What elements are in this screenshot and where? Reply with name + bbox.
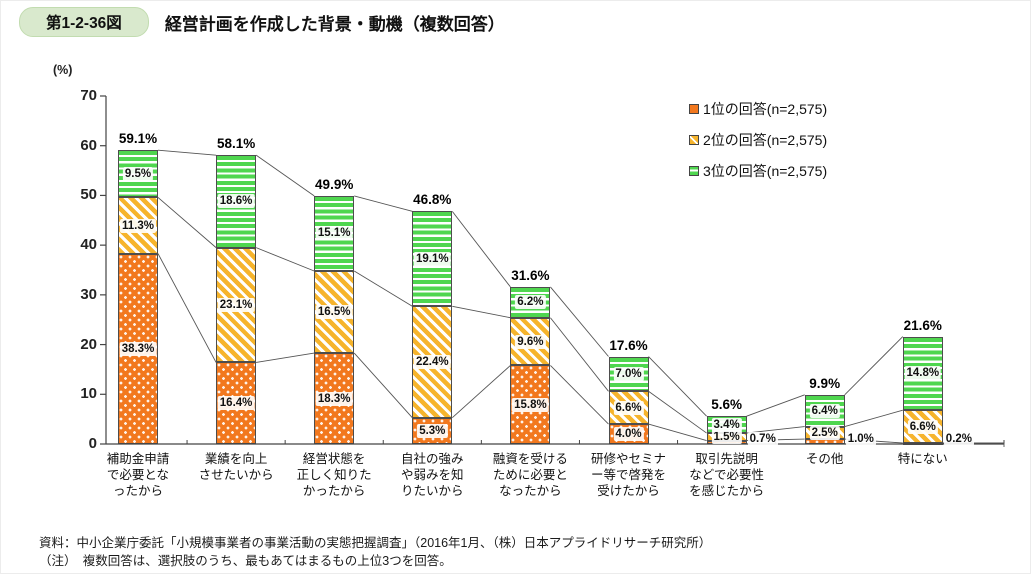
legend-label-rank2: 2位の回答(n=2,575) bbox=[703, 131, 828, 148]
y-tick-label: 50 bbox=[80, 186, 97, 204]
figure-number-badge: 第1-2-36図 bbox=[19, 7, 149, 37]
legend-swatch-rank2-icon bbox=[689, 134, 699, 145]
segment-value-label: 16.4% bbox=[217, 396, 255, 411]
bar-total-label: 59.1% bbox=[118, 131, 158, 147]
category-label-line: その他 bbox=[805, 452, 844, 466]
header: 第1-2-36図 経営計画を作成した背景・動機（複数回答） bbox=[19, 7, 505, 37]
legend-label-rank3: 3位の回答(n=2,575) bbox=[703, 162, 828, 179]
legend-label-rank1: 1位の回答(n=2,575) bbox=[703, 100, 828, 117]
segment-value-label: 6.2% bbox=[515, 295, 546, 310]
y-tick-label: 60 bbox=[80, 136, 97, 154]
source-note: 資料：中小企業庁委託「小規模事業者の事業活動の実態把握調査」（2016年1月、（… bbox=[39, 536, 712, 550]
segment-value-label: 6.4% bbox=[809, 403, 840, 418]
category-label: 研修やセミナ ー等で啓発を 受けたから bbox=[573, 451, 685, 499]
segment-value-label: 22.4% bbox=[413, 354, 451, 369]
bar-total-label: 49.9% bbox=[315, 176, 354, 192]
category-label-line: 融資を受ける bbox=[492, 452, 568, 466]
bar-total-label: 58.1% bbox=[216, 136, 256, 152]
segment-value-label: 6.6% bbox=[907, 419, 938, 434]
category-label-line: を感じたから bbox=[689, 484, 765, 498]
segment-value-label: 1.5% bbox=[711, 429, 742, 444]
category-label: 特にない bbox=[867, 451, 979, 467]
category-label-line: ったから bbox=[112, 484, 163, 498]
segment-value-label: 0.2% bbox=[943, 432, 975, 446]
category-label-line: 経営状態を bbox=[302, 452, 366, 466]
chart-title: 経営計画を作成した背景・動機（複数回答） bbox=[164, 14, 505, 34]
segment-value-label: 7.0% bbox=[613, 366, 644, 381]
category-label-line: や弱みを知 bbox=[401, 468, 464, 482]
segment-value-label: 5.3% bbox=[417, 423, 448, 438]
category-label-line: 受けたから bbox=[597, 484, 660, 498]
segment-value-label: 18.6% bbox=[217, 194, 255, 209]
segment-value-label: 4.0% bbox=[613, 427, 644, 442]
segment-value-label: 18.3% bbox=[315, 391, 353, 406]
category-label-line: させたいから bbox=[198, 468, 274, 482]
category-label-line: かったから bbox=[302, 484, 366, 498]
category-label: 融資を受ける ために必要と なったから bbox=[474, 451, 586, 499]
legend-swatch-rank3-icon bbox=[689, 165, 699, 176]
chart-legend: 1位の回答(n=2,575) 2位の回答(n=2,575) 3位の回答(n=2,… bbox=[689, 93, 827, 186]
category-label-line: 取引先説明 bbox=[695, 452, 758, 466]
bar-total-label: 17.6% bbox=[609, 337, 648, 353]
segment-value-label: 23.1% bbox=[217, 298, 255, 313]
category-label-line: りたいから bbox=[401, 484, 464, 498]
segment-value-label: 1.0% bbox=[845, 432, 876, 446]
segment-value-label: 6.6% bbox=[613, 400, 644, 415]
segment-value-label: 0.7% bbox=[747, 432, 778, 446]
segment-value-label: 38.3% bbox=[119, 341, 157, 356]
segment-value-label: 11.3% bbox=[120, 218, 156, 233]
segment-value-label: 15.1% bbox=[315, 226, 353, 241]
bar-total-label: 9.9% bbox=[809, 375, 841, 391]
y-tick-label: 20 bbox=[80, 335, 97, 353]
category-label-line: ー等で啓発を bbox=[590, 468, 666, 482]
category-label: 自社の強みや弱みを知りたいから bbox=[376, 451, 488, 499]
segment-value-label: 15.8% bbox=[512, 397, 549, 412]
y-axis-unit-label: (%) bbox=[53, 63, 73, 77]
segment-value-label: 2.5% bbox=[809, 425, 840, 440]
legend-item-rank3: 3位の回答(n=2,575) bbox=[689, 155, 827, 186]
y-tick-label: 70 bbox=[80, 87, 97, 104]
bar-total-label: 21.6% bbox=[903, 317, 942, 333]
segment-value-label: 14.8% bbox=[904, 366, 942, 381]
category-label-line: 自社の強み bbox=[401, 452, 464, 466]
method-note: （注） 複数回答は、選択肢のうち、最もあてはまるもの上位3つを回答。 bbox=[39, 554, 452, 568]
bar-total-label: 46.8% bbox=[413, 192, 452, 208]
segment-value-label: 9.5% bbox=[122, 166, 154, 181]
segment-value-label: 9.6% bbox=[515, 334, 546, 349]
legend-item-rank1: 1位の回答(n=2,575) bbox=[689, 93, 827, 124]
y-tick-label: 40 bbox=[80, 236, 97, 254]
category-label: その他 bbox=[769, 451, 881, 467]
category-label-line: で必要とな bbox=[106, 468, 170, 482]
y-tick-label: 10 bbox=[80, 385, 97, 403]
category-label-line: 補助金申請 bbox=[106, 452, 170, 466]
legend-item-rank2: 2位の回答(n=2,575) bbox=[689, 124, 827, 155]
category-label: 業績を向上させたいから bbox=[180, 451, 292, 483]
segment-value-label: 19.1% bbox=[413, 251, 451, 266]
category-label-line: ために必要と bbox=[492, 468, 568, 482]
bar-total-label: 5.6% bbox=[711, 397, 742, 413]
y-tick-label: 0 bbox=[88, 435, 97, 452]
category-label-line: などで必要性 bbox=[689, 468, 764, 482]
category-label-line: 正しく知りた bbox=[296, 468, 372, 482]
category-label-line: なったから bbox=[499, 484, 562, 498]
category-label-line: 特にない bbox=[897, 452, 948, 466]
category-label: 取引先説明などで必要性 を感じたから bbox=[671, 451, 783, 499]
segment-value-label: 16.5% bbox=[315, 305, 353, 319]
y-tick-label: 30 bbox=[80, 285, 97, 303]
category-label: 補助金申請で必要となったから bbox=[82, 451, 194, 499]
segment-value-label: 3.4% bbox=[711, 417, 742, 432]
category-label-line: 研修やセミナ bbox=[590, 452, 666, 466]
legend-swatch-rank1-icon bbox=[689, 103, 699, 114]
category-label: 経営状態を正しく知りた かったから bbox=[278, 451, 390, 499]
category-label-line: 業績を向上 bbox=[204, 452, 268, 466]
bar-total-label: 31.6% bbox=[511, 267, 550, 283]
